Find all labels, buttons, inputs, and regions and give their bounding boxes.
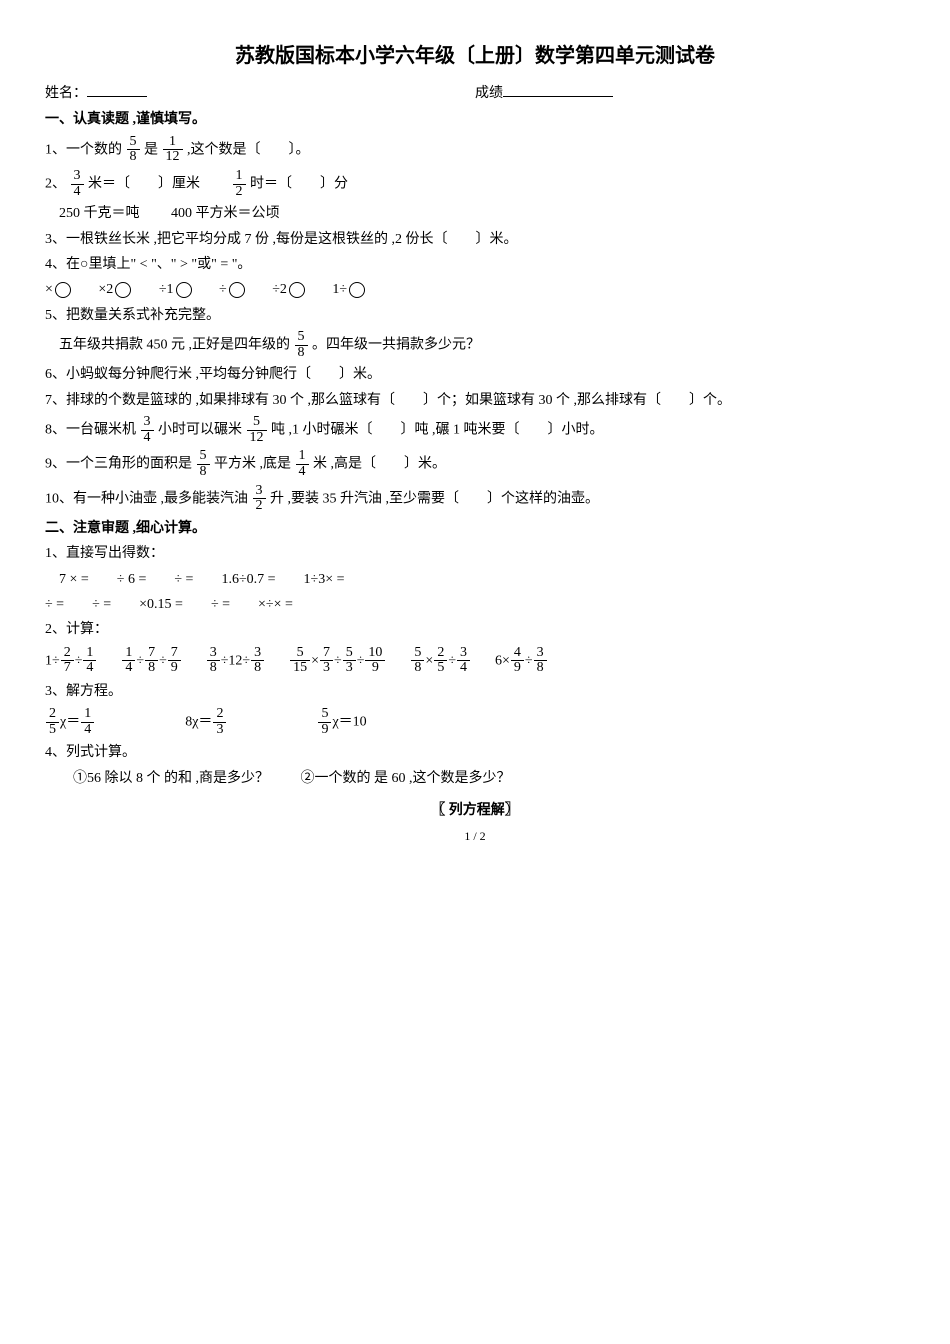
op-5: ÷2: [272, 282, 287, 297]
circle-blank[interactable]: [115, 282, 131, 298]
frac-5-8b: 58: [295, 330, 308, 360]
s2-q4: 4、列式计算。: [45, 742, 905, 764]
circle-blank[interactable]: [289, 282, 305, 298]
frac-5-8c: 58: [197, 449, 210, 479]
calc-3: 38÷12÷38: [206, 646, 265, 677]
score-label: 成绩: [475, 86, 503, 101]
frac-1-12: 112: [163, 135, 183, 165]
s2-q2: 2、计算：: [45, 619, 905, 641]
eq-1: 25χ＝14: [45, 707, 95, 738]
q1-text-b: 是: [144, 142, 158, 157]
q8-text-c: 吨 ,1 小时碾米〔 〕吨 ,碾 1 吨米要〔 〕小时。: [271, 423, 604, 438]
q9-text-a: 9、一个三角形的面积是: [45, 457, 192, 472]
q2-text-b: 米＝〔 〕厘米: [88, 176, 200, 191]
eq-3: 59χ＝10: [317, 707, 366, 738]
page-title: 苏教版国标本小学六年级〔上册〕数学第四单元测试卷: [45, 40, 905, 72]
q1-text-a: 1、一个数的: [45, 142, 122, 157]
method-hint: 〖 列方程解〗: [45, 800, 905, 822]
q9-text-c: 米 ,高是〔 〕米。: [313, 457, 446, 472]
frac-5-8: 58: [127, 135, 140, 165]
calc-row: 1÷27÷14 14÷78÷79 38÷12÷38 515×73÷53÷109 …: [45, 646, 905, 677]
s2-q3: 3、解方程。: [45, 681, 905, 703]
circle-blank[interactable]: [229, 282, 245, 298]
calc-6: 6×49÷38: [495, 646, 548, 677]
s2-q4-items: ①56 除以 8 个 的和 ,商是多少？ ②一个数的 是 60 ,这个数是多少？: [45, 768, 905, 790]
frac-3-2: 32: [253, 484, 266, 514]
section1-head: 一、认真读题 ,谨慎填写。: [45, 109, 905, 131]
q4: 4、在○里填上" < "、" > "或" = "。: [45, 254, 905, 276]
calc-1: 1÷27÷14: [45, 646, 97, 677]
q7: 7、排球的个数是篮球的 ,如果排球有 30 个 ,那么篮球有〔 〕个；如果篮球有…: [45, 390, 905, 412]
q5: 5、把数量关系式补充完整。: [45, 305, 905, 327]
q8-text-b: 小时可以碾米: [158, 423, 242, 438]
q4-expr: × ×2 ÷1 ÷ ÷2 1÷: [45, 279, 905, 301]
q8: 8、一台碾米机 34 小时可以碾米 512 吨 ,1 小时碾米〔 〕吨 ,碾 1…: [45, 415, 905, 446]
op-2: ×2: [98, 282, 113, 297]
q3: 3、一根铁丝长米 ,把它平均分成 7 份 ,每份是这根铁丝的 ,2 份长〔 〕米…: [45, 229, 905, 251]
q4a: ①56 除以 8 个 的和 ,商是多少？: [73, 771, 269, 786]
calc-4: 515×73÷53÷109: [289, 646, 386, 677]
eq-2: 8χ＝23: [185, 707, 227, 738]
op-6: 1÷: [332, 282, 347, 297]
q9: 9、一个三角形的面积是 58 平方米 ,底是 14 米 ,高是〔 〕米。: [45, 449, 905, 480]
op-4: ÷: [219, 282, 227, 297]
name-label: 姓名：: [45, 86, 87, 101]
q1: 1、一个数的 58 是 112 ,这个数是〔 〕。: [45, 135, 905, 166]
score-blank[interactable]: [503, 82, 613, 97]
name-score-row: 姓名： 成绩: [45, 82, 905, 105]
q10-text-a: 10、有一种小油壶 ,最多能装汽油: [45, 491, 248, 506]
op-1: ×: [45, 282, 53, 297]
q4b: ②一个数的 是 60 ,这个数是多少？: [301, 771, 511, 786]
eq-row: 25χ＝14 8χ＝23 59χ＝10: [45, 707, 905, 738]
section2-head: 二、注意审题 ,细心计算。: [45, 518, 905, 540]
q2-text-a: 2、: [45, 176, 66, 191]
q9-text-b: 平方米 ,底是: [214, 457, 291, 472]
s2-q1-r2: ÷ = ÷ = ×0.15 = ÷ = ×÷× =: [45, 594, 905, 616]
q2-text-c: 时＝〔 〕分: [250, 176, 348, 191]
q5-text-b: 。四年级一共捐款多少元？: [312, 338, 480, 353]
q10: 10、有一种小油壶 ,最多能装汽油 32 升 ,要装 35 升汽油 ,至少需要〔…: [45, 484, 905, 515]
frac-3-4: 34: [71, 169, 84, 199]
circle-blank[interactable]: [176, 282, 192, 298]
s2-q1-r1: 7 × = ÷ 6 = ÷ = 1.6÷0.7 = 1÷3× =: [45, 569, 905, 591]
q5-body: 五年级共捐款 450 元 ,正好是四年级的 58 。四年级一共捐款多少元？: [45, 330, 905, 361]
footer: 〖 列方程解〗 1 / 2: [45, 800, 905, 846]
q2-text-e: 400 平方米＝公顷: [171, 206, 280, 221]
q2-text-d: 250 千克＝吨: [59, 206, 140, 221]
q2: 2、 34 米＝〔 〕厘米 12 时＝〔 〕分: [45, 169, 905, 200]
q10-text-b: 升 ,要装 35 升汽油 ,至少需要〔 〕个这样的油壶。: [270, 491, 599, 506]
name-blank[interactable]: [87, 82, 147, 97]
page-number: 1 / 2: [45, 827, 905, 846]
calc-2: 14÷78÷79: [121, 646, 181, 677]
frac-1-2: 12: [233, 169, 246, 199]
q6: 6、小蚂蚁每分钟爬行米 ,平均每分钟爬行〔 〕米。: [45, 364, 905, 386]
frac-5-12: 512: [247, 415, 267, 445]
circle-blank[interactable]: [349, 282, 365, 298]
q5-text-a: 五年级共捐款 450 元 ,正好是四年级的: [59, 338, 290, 353]
frac-3-4b: 34: [141, 415, 154, 445]
q8-text-a: 8、一台碾米机: [45, 423, 136, 438]
q2-row2: 250 千克＝吨 400 平方米＝公顷: [45, 203, 905, 225]
circle-blank[interactable]: [55, 282, 71, 298]
op-3: ÷1: [159, 282, 174, 297]
calc-5: 58×25÷34: [410, 646, 471, 677]
frac-1-4: 14: [296, 449, 309, 479]
s2-q1: 1、直接写出得数：: [45, 543, 905, 565]
q1-text-c: ,这个数是〔 〕。: [187, 142, 310, 157]
